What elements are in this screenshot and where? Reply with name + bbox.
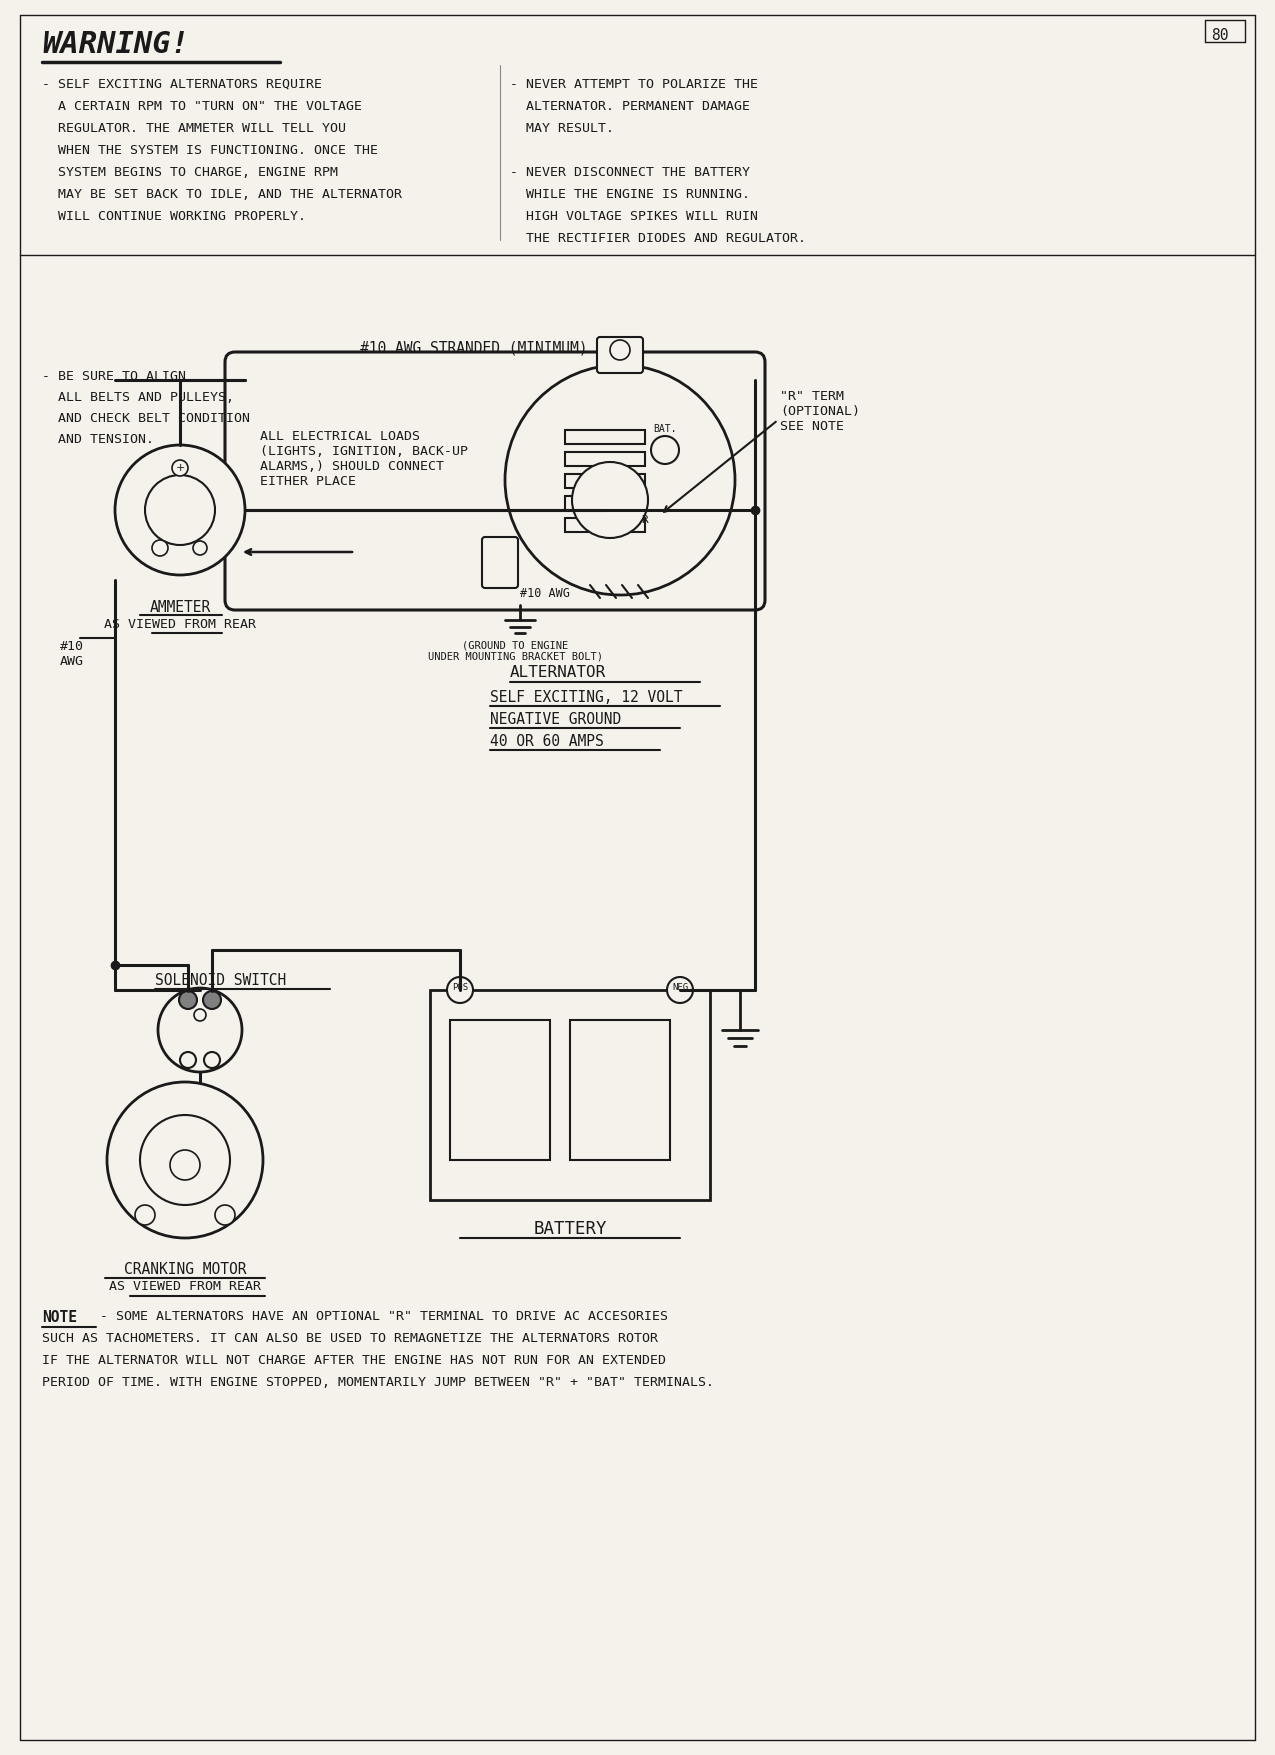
Text: ALL ELECTRICAL LOADS
(LIGHTS, IGNITION, BACK-UP
ALARMS,) SHOULD CONNECT
EITHER P: ALL ELECTRICAL LOADS (LIGHTS, IGNITION, …	[260, 430, 468, 488]
Circle shape	[180, 1051, 196, 1069]
Circle shape	[107, 1083, 263, 1237]
Circle shape	[204, 1051, 221, 1069]
Text: HIGH VOLTAGE SPIKES WILL RUIN: HIGH VOLTAGE SPIKES WILL RUIN	[510, 211, 759, 223]
Circle shape	[572, 462, 648, 539]
Circle shape	[158, 988, 242, 1072]
Text: BAT.: BAT.	[653, 425, 677, 433]
FancyBboxPatch shape	[224, 353, 765, 611]
Circle shape	[152, 541, 168, 556]
Text: NOTE: NOTE	[42, 1309, 76, 1325]
Text: BATTERY: BATTERY	[533, 1220, 607, 1237]
Circle shape	[115, 446, 245, 576]
Circle shape	[448, 978, 473, 1004]
Text: THE RECTIFIER DIODES AND REGULATOR.: THE RECTIFIER DIODES AND REGULATOR.	[510, 232, 806, 246]
Text: AS VIEWED FROM REAR: AS VIEWED FROM REAR	[105, 618, 256, 632]
Circle shape	[140, 1114, 230, 1206]
Text: ALTERNATOR: ALTERNATOR	[510, 665, 606, 679]
Text: WHILE THE ENGINE IS RUNNING.: WHILE THE ENGINE IS RUNNING.	[510, 188, 750, 202]
Text: MAY BE SET BACK TO IDLE, AND THE ALTERNATOR: MAY BE SET BACK TO IDLE, AND THE ALTERNA…	[42, 188, 402, 202]
Text: WILL CONTINUE WORKING PROPERLY.: WILL CONTINUE WORKING PROPERLY.	[42, 211, 306, 223]
Circle shape	[170, 1150, 200, 1179]
Text: AS VIEWED FROM REAR: AS VIEWED FROM REAR	[108, 1279, 261, 1293]
Text: NEGATIVE GROUND: NEGATIVE GROUND	[490, 713, 621, 727]
Text: POS: POS	[451, 983, 468, 992]
Text: SUCH AS TACHOMETERS. IT CAN ALSO BE USED TO REMAGNETIZE THE ALTERNATORS ROTOR: SUCH AS TACHOMETERS. IT CAN ALSO BE USED…	[42, 1332, 658, 1344]
Text: "R" TERM
(OPTIONAL)
SEE NOTE: "R" TERM (OPTIONAL) SEE NOTE	[780, 390, 861, 433]
Text: SYSTEM BEGINS TO CHARGE, ENGINE RPM: SYSTEM BEGINS TO CHARGE, ENGINE RPM	[42, 167, 338, 179]
Text: 40 OR 60 AMPS: 40 OR 60 AMPS	[490, 734, 604, 749]
Bar	[565, 518, 645, 532]
Circle shape	[215, 1206, 235, 1225]
Circle shape	[667, 978, 694, 1004]
Text: PERIOD OF TIME. WITH ENGINE STOPPED, MOMENTARILY JUMP BETWEEN "R" + "BAT" TERMIN: PERIOD OF TIME. WITH ENGINE STOPPED, MOM…	[42, 1376, 714, 1388]
Text: AMMETER: AMMETER	[149, 600, 210, 614]
Text: SOLENOID SWITCH: SOLENOID SWITCH	[156, 972, 287, 988]
Text: #10 AWG: #10 AWG	[520, 586, 570, 600]
Circle shape	[203, 992, 221, 1009]
Text: SELF EXCITING, 12 VOLT: SELF EXCITING, 12 VOLT	[490, 690, 682, 706]
Text: - SELF EXCITING ALTERNATORS REQUIRE: - SELF EXCITING ALTERNATORS REQUIRE	[42, 77, 323, 91]
FancyBboxPatch shape	[597, 337, 643, 374]
Text: WHEN THE SYSTEM IS FUNCTIONING. ONCE THE: WHEN THE SYSTEM IS FUNCTIONING. ONCE THE	[42, 144, 377, 156]
Circle shape	[145, 476, 215, 546]
Text: NEG: NEG	[672, 983, 689, 992]
Text: - NEVER DISCONNECT THE BATTERY: - NEVER DISCONNECT THE BATTERY	[510, 167, 750, 179]
Circle shape	[194, 1009, 207, 1021]
Text: REGULATOR. THE AMMETER WILL TELL YOU: REGULATOR. THE AMMETER WILL TELL YOU	[42, 123, 346, 135]
Text: - SOME ALTERNATORS HAVE AN OPTIONAL "R" TERMINAL TO DRIVE AC ACCESORIES: - SOME ALTERNATORS HAVE AN OPTIONAL "R" …	[99, 1309, 668, 1323]
Circle shape	[179, 992, 198, 1009]
Bar	[565, 453, 645, 467]
Circle shape	[193, 541, 207, 555]
Circle shape	[609, 340, 630, 360]
Text: WARNING!: WARNING!	[42, 30, 189, 60]
Text: MAY RESULT.: MAY RESULT.	[510, 123, 615, 135]
Circle shape	[135, 1206, 156, 1225]
Bar	[565, 430, 645, 444]
FancyBboxPatch shape	[482, 537, 518, 588]
Text: ALTERNATOR. PERMANENT DAMAGE: ALTERNATOR. PERMANENT DAMAGE	[510, 100, 750, 112]
Text: #10 AWG STRANDED (MINIMUM): #10 AWG STRANDED (MINIMUM)	[360, 340, 588, 355]
Text: AND CHECK BELT CONDITION: AND CHECK BELT CONDITION	[42, 412, 250, 425]
Text: #10
AWG: #10 AWG	[60, 641, 84, 669]
Circle shape	[172, 460, 187, 476]
Text: A CERTAIN RPM TO "TURN ON" THE VOLTAGE: A CERTAIN RPM TO "TURN ON" THE VOLTAGE	[42, 100, 362, 112]
Bar	[565, 474, 645, 488]
Bar	[430, 990, 710, 1200]
Circle shape	[505, 365, 734, 595]
Text: AND TENSION.: AND TENSION.	[42, 433, 154, 446]
Text: R: R	[641, 514, 649, 525]
Bar	[450, 1020, 550, 1160]
Text: - BE SURE TO ALIGN: - BE SURE TO ALIGN	[42, 370, 186, 383]
Bar	[570, 1020, 669, 1160]
Text: IF THE ALTERNATOR WILL NOT CHARGE AFTER THE ENGINE HAS NOT RUN FOR AN EXTENDED: IF THE ALTERNATOR WILL NOT CHARGE AFTER …	[42, 1355, 666, 1367]
Text: +: +	[175, 463, 185, 474]
Text: - NEVER ATTEMPT TO POLARIZE THE: - NEVER ATTEMPT TO POLARIZE THE	[510, 77, 759, 91]
Circle shape	[652, 435, 680, 463]
Text: ALL BELTS AND PULLEYS,: ALL BELTS AND PULLEYS,	[42, 391, 235, 404]
Text: (GROUND TO ENGINE
UNDER MOUNTING BRACKET BOLT): (GROUND TO ENGINE UNDER MOUNTING BRACKET…	[427, 641, 603, 662]
Text: 80: 80	[1211, 28, 1229, 44]
Bar	[565, 497, 645, 511]
Text: CRANKING MOTOR: CRANKING MOTOR	[124, 1262, 246, 1278]
